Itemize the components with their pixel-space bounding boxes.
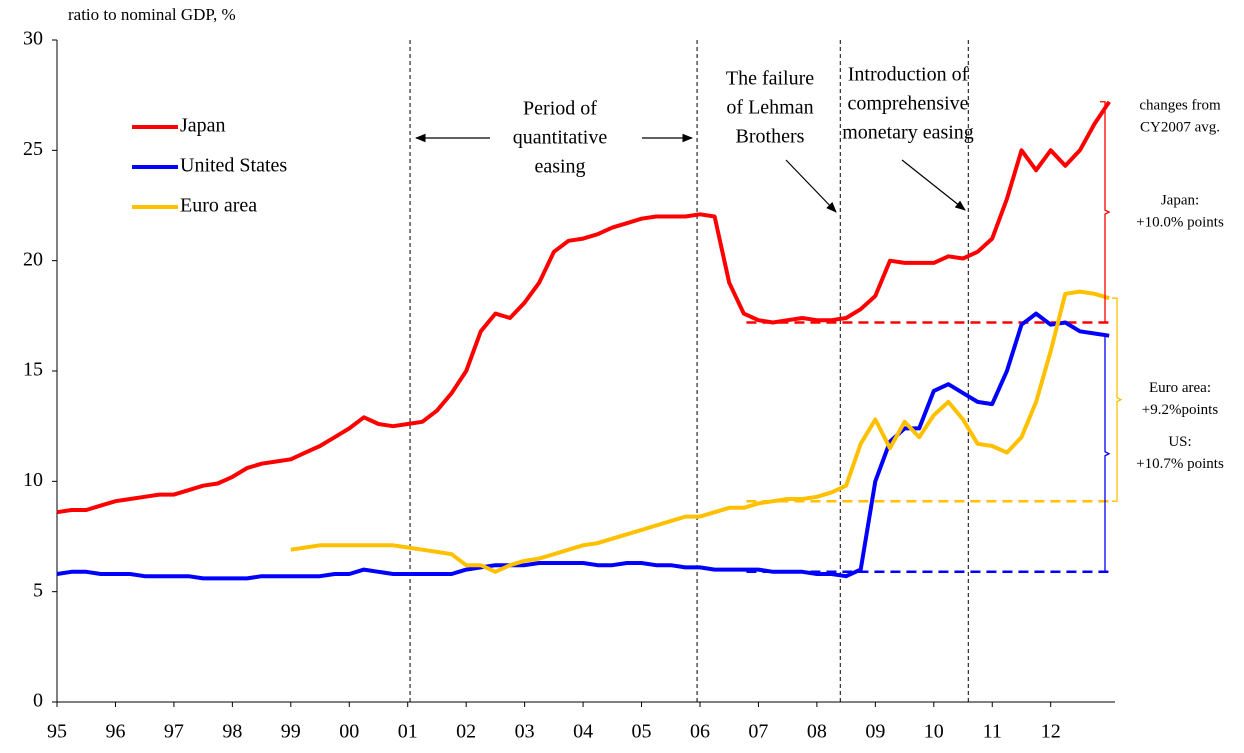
x-tick-label: 95 — [47, 721, 67, 743]
legend-label: Euro area — [180, 195, 257, 217]
change-label: Japan: — [1161, 193, 1199, 209]
x-tick-label: 06 — [690, 721, 710, 743]
legend-label: United States — [180, 155, 287, 177]
event-label: Period of — [523, 98, 597, 120]
event-label: of Lehman — [726, 97, 813, 119]
x-tick-label: 04 — [573, 721, 593, 743]
change-label: Euro area: — [1149, 380, 1211, 396]
event-label: quantitative — [513, 127, 608, 149]
x-tick-label: 11 — [983, 721, 1002, 743]
x-tick-label: 96 — [105, 721, 125, 743]
x-tick-label: 09 — [865, 721, 885, 743]
event-label: Brothers — [736, 126, 805, 148]
arrow — [901, 159, 966, 211]
change-brace — [1100, 101, 1111, 324]
event-label: easing — [534, 156, 585, 178]
x-tick-label: 98 — [222, 721, 242, 743]
y-tick-label: 0 — [33, 690, 43, 712]
y-tick-label: 25 — [23, 138, 43, 160]
x-tick-label: 97 — [164, 721, 184, 743]
x-tick-label: 07 — [748, 721, 768, 743]
change-label: +10.7% points — [1136, 456, 1224, 472]
change-brace — [1112, 297, 1123, 502]
x-tick-label: 01 — [398, 721, 418, 743]
x-tick-label: 02 — [456, 721, 476, 743]
x-tick-label: 00 — [339, 721, 359, 743]
event-label: monetary easing — [842, 122, 974, 144]
x-tick-label: 10 — [924, 721, 944, 743]
y-tick-label: 10 — [23, 469, 43, 491]
event-label: Introduction of — [848, 64, 969, 86]
y-axis-label: ratio to nominal GDP, % — [68, 5, 236, 24]
change-brace — [1100, 335, 1111, 573]
x-tick-label: 99 — [281, 721, 301, 743]
y-tick-label: 5 — [33, 579, 43, 601]
y-tick-label: 15 — [23, 359, 43, 381]
x-tick-label: 03 — [515, 721, 535, 743]
change-label: US: — [1168, 434, 1191, 450]
legend-label: Japan — [180, 115, 226, 137]
series-line — [290, 289, 1110, 574]
series-line — [56, 100, 1111, 515]
x-tick-label: 05 — [632, 721, 652, 743]
y-tick-label: 30 — [23, 28, 43, 50]
change-label: +10.0% points — [1136, 215, 1224, 231]
change-label: +9.2%points — [1142, 402, 1219, 418]
arrow — [785, 159, 837, 213]
event-label: comprehensive — [847, 93, 968, 115]
event-label: The failure — [726, 68, 814, 90]
y-tick-label: 20 — [23, 248, 43, 270]
x-tick-label: 08 — [807, 721, 827, 743]
change-note: CY2007 avg. — [1140, 119, 1220, 135]
series-line — [56, 311, 1110, 581]
x-tick-label: 12 — [1041, 721, 1061, 743]
change-note: changes from — [1139, 97, 1221, 113]
